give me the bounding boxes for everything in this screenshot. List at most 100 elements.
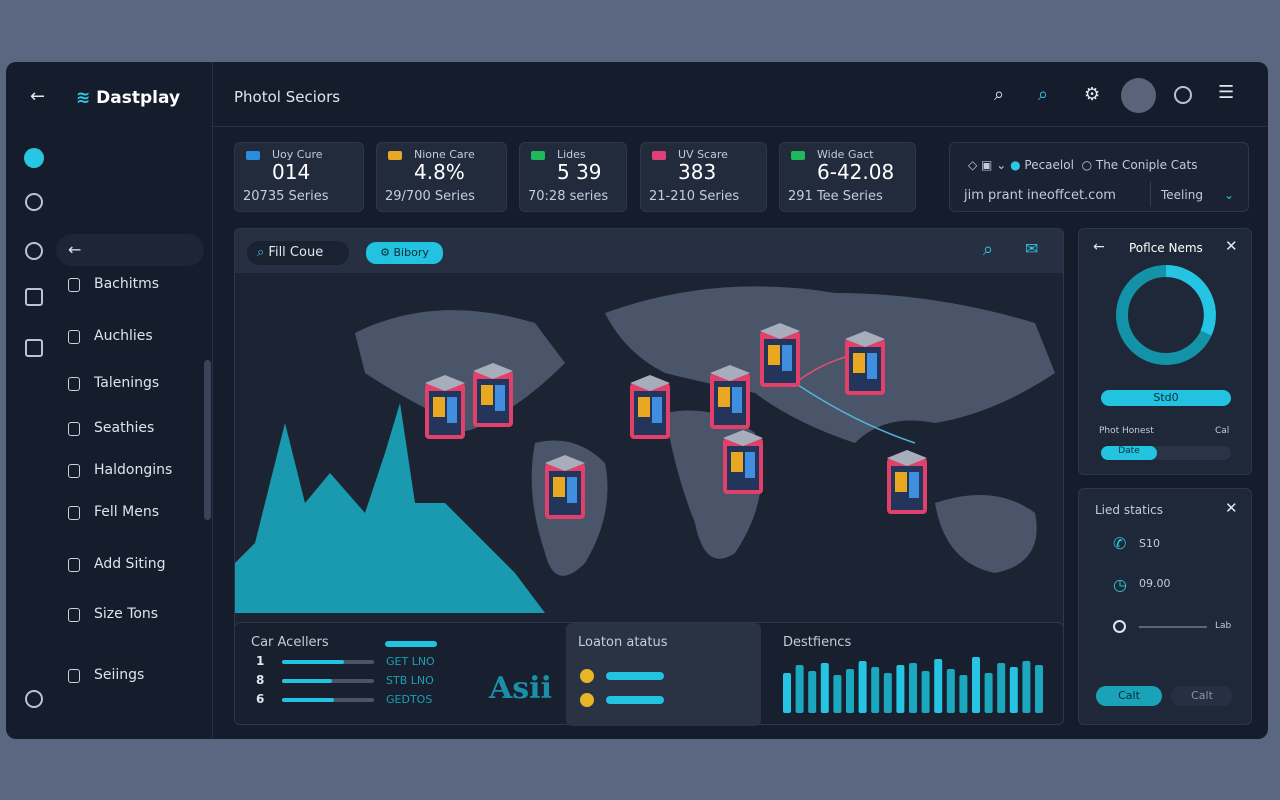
bar-decoration [972,657,980,713]
nav-icon [68,377,80,391]
nav-icon [68,506,80,520]
button[interactable]: Calt [1096,686,1162,706]
row-code: STB LNO [386,674,434,687]
menu-icon[interactable]: ☰ [1218,82,1235,103]
map [235,286,1055,613]
nav-icon [68,422,80,436]
row-num: 8 [256,673,265,687]
status-bar [606,696,664,704]
server-top [473,363,513,379]
select[interactable]: Teeling ⌄ [1150,181,1244,207]
row-num: 1 [256,654,265,668]
clock-icon: ◷ [1113,575,1127,594]
sidebar: ← ≋ Dastplay ← [6,62,213,739]
stat-sub: 20735 Series [243,189,329,204]
nav-icon[interactable] [25,339,43,357]
nav-icon-active[interactable] [24,148,44,168]
stat-sub: 70:28 series [528,189,609,204]
row-text: Lab [1215,621,1232,631]
radio[interactable] [1113,620,1126,633]
scrollbar [204,360,211,520]
row-bar [282,660,344,664]
server-screen [567,477,577,503]
info-url: jim prant ineoffcet.com [964,188,1116,203]
server-screen [718,387,730,407]
nav-icon[interactable] [25,288,43,306]
stat-label: Lides [557,148,586,161]
status-title: Loaton atatus [578,635,668,650]
area-decoration [235,403,545,613]
nav-item[interactable]: Auchlies [94,328,153,344]
info-item: The Coniple Cats [1095,158,1198,172]
nav-item[interactable]: Seiings [94,667,145,683]
stat-icon [791,151,805,160]
mail-icon[interactable]: ✉ [1025,239,1039,258]
stat-icon [652,151,666,160]
nav-icon[interactable] [25,690,43,708]
server-screen [652,397,662,423]
server-screen [433,397,445,417]
bar-decoration [909,663,917,713]
search-text: Fill Coue [268,245,324,260]
nav-item[interactable]: Fell Mens [94,504,159,520]
slider[interactable] [1139,626,1207,628]
server-top [545,455,585,471]
label: Phot Honest [1099,426,1154,436]
back-icon[interactable]: ← [1093,239,1105,255]
search-icon[interactable]: ⌕ [994,84,1005,105]
sub-back[interactable]: ← [56,234,204,266]
nav-item[interactable]: Bachitms [94,276,160,292]
search-box[interactable]: ⌕ Fill Coue [247,241,349,265]
status-dot [580,693,594,707]
phone-icon: ✆ [1113,534,1127,553]
map-toolbar [235,229,1063,273]
bar-decoration [783,657,1043,713]
list-title: Car Acellers [251,635,329,650]
server-top [425,375,465,391]
server-screen [731,452,743,472]
user-icon[interactable] [1174,86,1192,104]
bar-decoration [934,659,943,713]
dest-title: Destfiencs [783,635,852,650]
avatar[interactable] [1121,78,1156,113]
server-screen [782,345,792,371]
logo: ≋ Dastplay [76,88,181,108]
status-dot [580,669,594,683]
back-icon[interactable]: ← [30,86,46,107]
button[interactable]: Std0 [1101,390,1231,406]
stat-icon [388,151,402,160]
nav-item[interactable]: Seathies [94,420,155,436]
nav-icon [68,558,80,572]
nav-icon [68,330,80,344]
server-screen [447,397,457,423]
server-top [723,430,763,446]
nav-item[interactable]: Size Tons [94,606,159,622]
search-icon[interactable]: ⌕ [1038,84,1049,105]
nav-item[interactable]: Talenings [94,375,160,391]
chip[interactable]: ⚙ Bibory [366,242,443,264]
close-icon[interactable]: ✕ [1225,237,1238,255]
bar-decoration [984,673,993,713]
settings-icon[interactable]: ⚙ [1084,84,1101,105]
logo-text: Dastplay [96,88,181,108]
nav-icon [68,608,80,622]
bar-decoration [921,671,930,713]
close-icon[interactable]: ✕ [1225,499,1238,517]
chip[interactable]: Date [1101,446,1157,460]
status-card: Loaton atatus [566,623,761,726]
row-bar [282,698,334,702]
nav-icon[interactable] [25,242,43,260]
chip-text: Bibory [393,246,429,259]
nav-icon[interactable] [25,193,43,211]
bar-decoration [783,673,791,713]
server-screen [553,477,565,497]
button[interactable]: Calt [1171,686,1233,706]
nav-item[interactable]: Haldongins [94,462,173,478]
row-code: GET LNO [386,655,435,668]
server-top [845,331,885,347]
search-icon[interactable]: ⌕ [983,239,994,260]
bar-decoration [1035,665,1043,713]
servers [425,323,927,519]
nav-item[interactable]: Add Siting [94,556,166,572]
